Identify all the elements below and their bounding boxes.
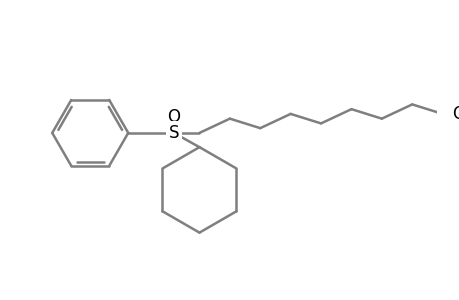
Text: O: O xyxy=(451,105,459,123)
Text: O: O xyxy=(167,108,180,126)
Text: S: S xyxy=(168,124,179,142)
